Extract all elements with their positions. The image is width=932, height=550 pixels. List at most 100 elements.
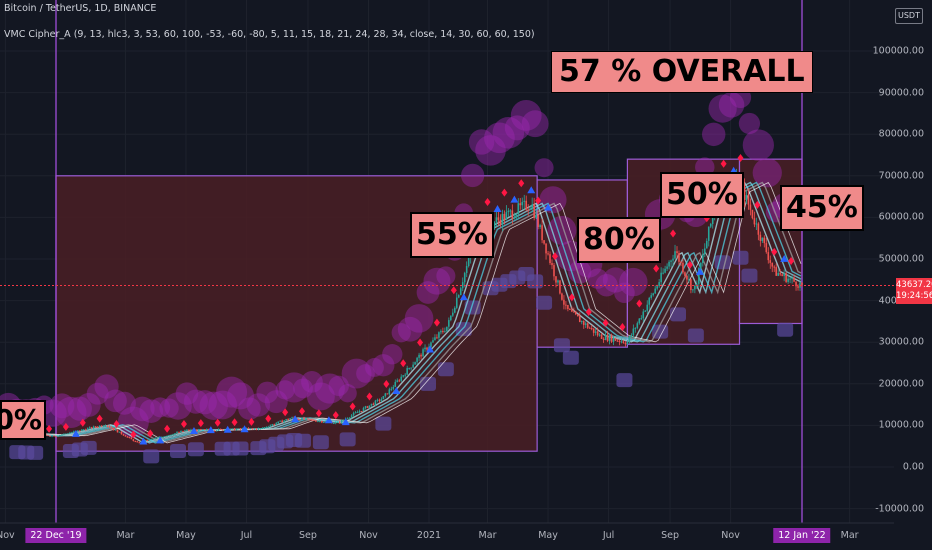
buy-signal-marker bbox=[493, 204, 502, 212]
buy-signal-marker bbox=[71, 429, 80, 437]
candle-body bbox=[658, 282, 660, 287]
candle-body bbox=[711, 216, 714, 224]
candle-body bbox=[567, 305, 569, 309]
candle-body bbox=[432, 340, 434, 343]
candle-body bbox=[642, 311, 645, 319]
candle-body bbox=[771, 262, 774, 267]
candle-body bbox=[602, 338, 605, 340]
candle-body bbox=[707, 226, 710, 241]
candle-body bbox=[188, 429, 190, 431]
candle-body bbox=[549, 254, 551, 264]
indicator-bubble bbox=[216, 376, 248, 408]
candle-body bbox=[178, 432, 180, 434]
indicator-bubble bbox=[416, 281, 440, 304]
indicator-bubble bbox=[76, 392, 101, 417]
candle-body bbox=[666, 266, 668, 269]
candle-body bbox=[205, 429, 208, 431]
candle-body bbox=[321, 420, 323, 423]
candle-body bbox=[680, 261, 682, 263]
indicator-bubble bbox=[67, 396, 92, 421]
candle-body bbox=[229, 428, 232, 430]
indicator-bubble bbox=[492, 117, 525, 149]
y-tick-label: 50000.00 bbox=[878, 253, 924, 265]
candle-body bbox=[705, 240, 708, 249]
candle-body bbox=[311, 419, 313, 421]
candle-body bbox=[174, 433, 176, 435]
indicator-bubble bbox=[423, 267, 451, 295]
candle-body bbox=[164, 436, 166, 438]
candle-body bbox=[616, 340, 619, 342]
candle-body bbox=[577, 314, 579, 317]
sell-signal-marker bbox=[282, 408, 289, 417]
candle-body bbox=[271, 424, 274, 426]
candle-body bbox=[676, 251, 678, 253]
candle-body bbox=[84, 429, 87, 431]
candle-body bbox=[505, 212, 508, 220]
indicator-bubble bbox=[356, 364, 375, 383]
candle-body bbox=[678, 252, 680, 262]
candle-body bbox=[354, 412, 357, 414]
indicator-bubble bbox=[192, 390, 217, 415]
candle-body bbox=[438, 332, 440, 338]
candle-body bbox=[634, 327, 637, 329]
candle-body bbox=[360, 411, 363, 413]
candle-body bbox=[261, 428, 264, 430]
indicator-bubble bbox=[614, 282, 635, 304]
candle-body bbox=[537, 214, 539, 227]
y-tick-label: 70000.00 bbox=[878, 170, 924, 182]
y-tick-label: 0.00 bbox=[902, 461, 924, 473]
indicator-tag bbox=[741, 268, 758, 283]
candle-body bbox=[646, 304, 649, 311]
candle-body bbox=[350, 415, 353, 418]
candle-body bbox=[154, 437, 157, 439]
x-tick-label: 2021 bbox=[416, 530, 442, 541]
sell-signal-marker bbox=[585, 308, 592, 317]
candle-body bbox=[96, 426, 99, 428]
sell-signal-marker bbox=[164, 424, 171, 433]
indicator-bubble bbox=[742, 129, 774, 161]
indicator-tag bbox=[232, 441, 249, 456]
indicator-bubble bbox=[397, 316, 423, 342]
candle-body bbox=[594, 331, 597, 333]
candle-body bbox=[217, 428, 220, 431]
indicator-bubble bbox=[341, 358, 372, 389]
candle-body bbox=[134, 441, 137, 443]
candle-body bbox=[184, 430, 186, 432]
candle-body bbox=[743, 184, 746, 200]
indicator-bubble bbox=[293, 378, 313, 399]
candle-body bbox=[126, 436, 129, 438]
buy-signal-marker bbox=[156, 436, 165, 444]
candle-body bbox=[336, 422, 339, 424]
sell-signal-marker bbox=[214, 418, 221, 427]
indicator-bubble bbox=[175, 382, 199, 405]
candle-body bbox=[545, 243, 547, 254]
sell-signal-marker bbox=[299, 407, 306, 416]
candle-body bbox=[98, 425, 101, 428]
indicator-bubble bbox=[246, 393, 271, 417]
indicator-bubble bbox=[183, 389, 208, 414]
candle-body bbox=[590, 328, 593, 330]
candle-body bbox=[59, 435, 61, 437]
buy-signal-marker bbox=[324, 416, 333, 424]
candle-body bbox=[273, 424, 276, 426]
candle-body bbox=[51, 435, 53, 437]
candle-body bbox=[368, 405, 371, 408]
sell-signal-marker bbox=[602, 318, 609, 327]
annotation-range-3: 50% bbox=[660, 172, 744, 218]
indicator-legend[interactable]: VMC Cipher_A (9, 13, hlc3, 3, 53, 60, 10… bbox=[4, 29, 535, 40]
candle-body bbox=[235, 429, 238, 431]
candle-body bbox=[386, 393, 389, 395]
indicator-bubble bbox=[718, 92, 745, 118]
candle-body bbox=[53, 435, 55, 437]
indicator-bubble bbox=[534, 158, 554, 178]
candle-body bbox=[563, 299, 565, 305]
currency-unit-badge[interactable]: USDT bbox=[895, 8, 923, 24]
buy-signal-marker bbox=[189, 427, 198, 435]
indicator-tag bbox=[143, 449, 160, 464]
indicator-tag bbox=[375, 416, 392, 431]
sell-signal-marker bbox=[535, 196, 542, 205]
sell-signal-marker bbox=[670, 229, 677, 238]
indicator-bubble bbox=[404, 304, 434, 333]
sell-signal-marker bbox=[771, 247, 778, 256]
candle-body bbox=[781, 274, 783, 276]
